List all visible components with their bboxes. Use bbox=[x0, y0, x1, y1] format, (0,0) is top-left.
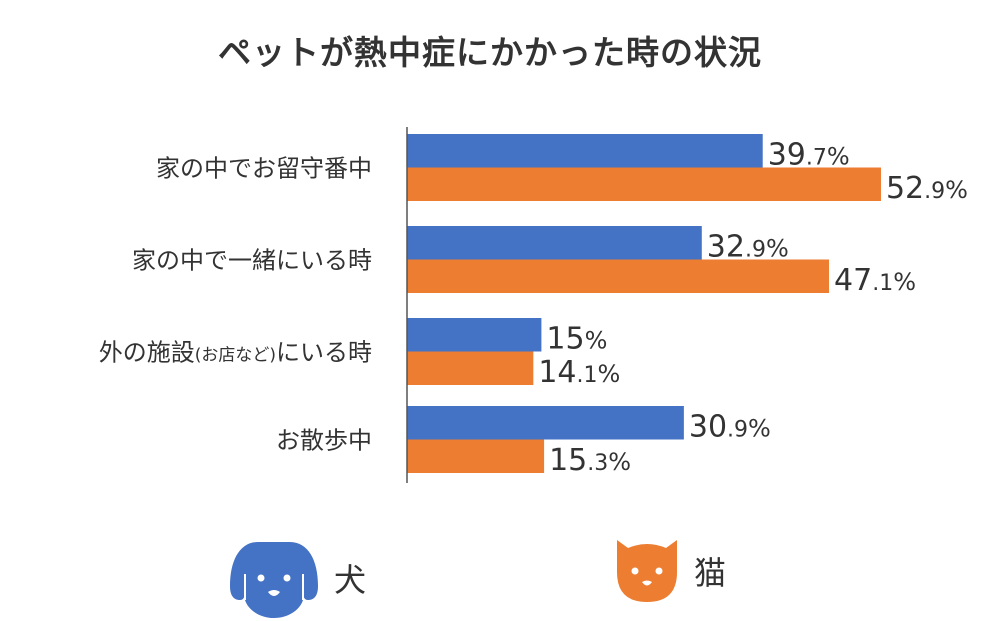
legend-item-cat: 猫 bbox=[614, 538, 726, 604]
cat-face-icon bbox=[616, 540, 678, 602]
bar-dog bbox=[407, 226, 702, 260]
data-label: 47.1% bbox=[834, 263, 916, 298]
legend-item-dog: 犬 bbox=[228, 538, 366, 618]
bar-cat bbox=[407, 439, 545, 473]
category-label: 家の中で一緒にいる時 bbox=[132, 247, 372, 275]
category-label: 家の中でお留守番中 bbox=[156, 155, 372, 183]
data-label: 52.9% bbox=[886, 171, 968, 206]
data-label: 14.1% bbox=[538, 355, 620, 390]
bar-dog bbox=[407, 134, 763, 168]
data-label: 15% bbox=[546, 322, 607, 357]
legend-label-cat: 猫 bbox=[694, 554, 727, 592]
bar-dog bbox=[407, 318, 542, 352]
dog-face-icon bbox=[230, 542, 318, 618]
bar-cat bbox=[407, 167, 881, 201]
chart-title: ペットが熱中症にかかった時の状況 bbox=[218, 33, 762, 72]
data-label: 32.9% bbox=[707, 230, 789, 265]
bar-cat bbox=[407, 259, 830, 293]
data-label: 39.7% bbox=[768, 138, 850, 173]
data-label: 15.3% bbox=[549, 443, 631, 478]
bar-cat bbox=[407, 351, 534, 385]
data-label: 30.9% bbox=[689, 410, 771, 445]
legend-label-dog: 犬 bbox=[334, 561, 367, 599]
category-label: お散歩中 bbox=[276, 427, 372, 455]
category-label: 外の施設(お店など)にいる時 bbox=[99, 339, 372, 367]
bar-dog bbox=[407, 406, 684, 440]
